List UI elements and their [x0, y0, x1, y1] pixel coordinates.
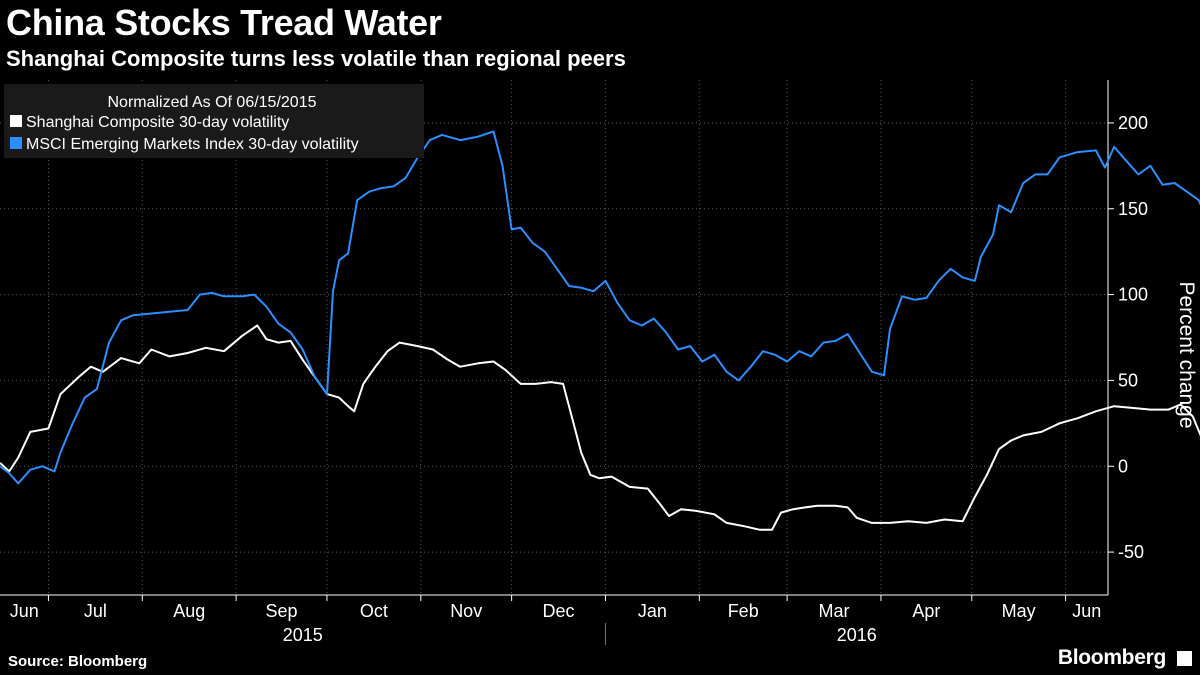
year-label: 2016: [837, 625, 877, 645]
legend-header: Normalized As Of 06/15/2015: [107, 94, 316, 111]
x-tick-label: Jun: [1072, 601, 1101, 621]
series-lines: [0, 130, 1200, 531]
legend-label-shanghai: Shanghai Composite 30-day volatility: [26, 114, 289, 131]
x-tick-label: Dec: [543, 601, 575, 621]
y-tick-label: -50: [1118, 542, 1144, 562]
y-tick-label: 50: [1118, 370, 1138, 390]
y-tick-label: 0: [1118, 456, 1128, 476]
bloomberg-logo-icon: [1177, 651, 1192, 666]
x-tick-label: Sep: [266, 601, 298, 621]
x-tick-label: Oct: [360, 601, 388, 621]
legend-swatch-shanghai: [10, 115, 22, 127]
series-line-shanghai: [0, 324, 1200, 531]
y-tick-label: 200: [1118, 113, 1148, 133]
year-label: 2015: [283, 625, 323, 645]
x-tick-label: Feb: [728, 601, 759, 621]
x-tick-label: Aug: [173, 601, 205, 621]
legend-background: [4, 84, 424, 158]
x-tick-label: Mar: [819, 601, 850, 621]
series-line-msci: [0, 130, 1200, 485]
chart-title: China Stocks Tread Water: [6, 2, 442, 43]
source-note: Source: Bloomberg: [8, 653, 148, 670]
x-tick-label: Jul: [84, 601, 107, 621]
y-tick-label: 100: [1118, 285, 1148, 305]
x-tick-label: Jan: [638, 601, 667, 621]
y-tick-label: 150: [1118, 199, 1148, 219]
legend-label-msci: MSCI Emerging Markets Index 30-day volat…: [26, 136, 359, 153]
y-axis-label: Percent change: [1175, 281, 1198, 428]
x-tick-label: Jun: [10, 601, 39, 621]
x-tick-label: Nov: [450, 601, 482, 621]
x-tick-label: Apr: [912, 601, 940, 621]
axes: -50 0 50 100 150 200 Jun Jul Aug Sep Oct Nov Dec Jan F…: [0, 80, 1148, 645]
bloomberg-logo: Bloomberg: [1057, 646, 1166, 669]
x-tick-label: May: [1002, 601, 1036, 621]
legend: Normalized As Of 06/15/2015 Shanghai Com…: [4, 84, 424, 158]
legend-swatch-msci: [10, 137, 22, 149]
chart-subtitle: Shanghai Composite turns less volatile t…: [6, 46, 626, 71]
